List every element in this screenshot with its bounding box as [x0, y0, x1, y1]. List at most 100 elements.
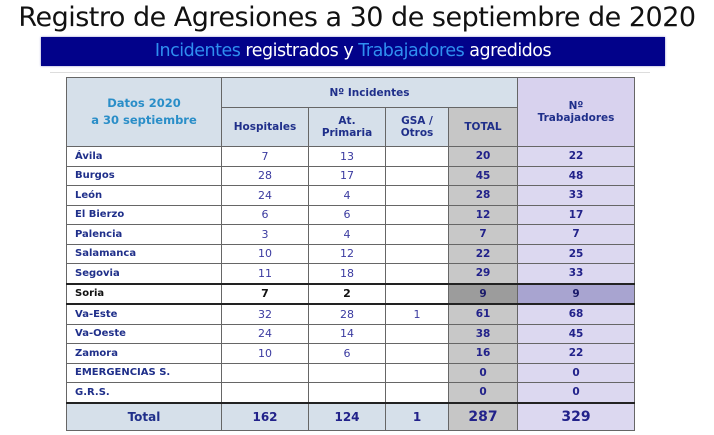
- cell-gsa: [385, 263, 449, 284]
- cell-at-primaria: 28: [308, 303, 386, 325]
- cell-gsa: 1: [385, 303, 449, 325]
- cell-gsa: [385, 146, 449, 167]
- cell-trabajadores: 45: [517, 323, 635, 344]
- cell-trabajadores: 33: [517, 185, 635, 206]
- header-gsa: GSA / Otros: [385, 107, 449, 147]
- banner-trabajadores: Trabajadores: [358, 41, 465, 61]
- total-at-primaria: 124: [308, 401, 386, 431]
- cell-at-primaria: 2: [308, 282, 386, 305]
- header-trab-line1: Nº: [568, 100, 584, 112]
- table-row: León 24 4 28 33: [66, 185, 635, 206]
- total-row: Total 162 124 1 287 329: [66, 401, 635, 431]
- table-row: Zamora 10 6 16 22: [66, 343, 635, 364]
- cell-total: 45: [448, 165, 518, 186]
- cell-gsa: [385, 243, 449, 264]
- banner-text-2: agredidos: [464, 41, 552, 61]
- cell-gsa: [385, 343, 449, 364]
- cell-gsa: [385, 282, 449, 305]
- row-name: León: [66, 185, 222, 206]
- cell-hospitales: 3: [221, 224, 309, 245]
- cell-total: 0: [448, 382, 518, 403]
- cell-trabajadores: 48: [517, 165, 635, 186]
- cell-at-primaria: 4: [308, 185, 386, 206]
- cell-hospitales: 32: [221, 303, 309, 325]
- cell-trabajadores: 22: [517, 146, 635, 167]
- table-row: El Bierzo 6 6 12 17: [66, 204, 635, 225]
- banner-incidentes: Incidentes: [154, 41, 241, 61]
- cell-at-primaria: 12: [308, 243, 386, 264]
- table-row-highlighted: Soria 7 2 9 9: [66, 282, 635, 305]
- header-gsa-line1: GSA /: [401, 115, 433, 127]
- row-name: Palencia: [66, 224, 222, 245]
- total-gsa: 1: [385, 401, 449, 431]
- cell-total: 38: [448, 323, 518, 344]
- row-name: Va-Oeste: [66, 323, 222, 344]
- row-name: Soria: [66, 282, 222, 305]
- row-name: Salamanca: [66, 243, 222, 264]
- cell-at-primaria: 13: [308, 146, 386, 167]
- cell-gsa: [385, 382, 449, 403]
- header-incidentes: Nº Incidentes: [221, 77, 518, 108]
- cell-gsa: [385, 185, 449, 206]
- cell-trabajadores: 17: [517, 204, 635, 225]
- table-row: Burgos 28 17 45 48: [66, 165, 635, 186]
- header-trabajadores: Nº Trabajadores: [517, 77, 635, 147]
- header-datos: Datos 2020 a 30 septiembre: [66, 77, 222, 147]
- row-name: G.R.S.: [66, 382, 222, 403]
- cell-total: 16: [448, 343, 518, 364]
- divider: [50, 72, 650, 73]
- cell-gsa: [385, 362, 449, 383]
- row-name: Burgos: [66, 165, 222, 186]
- cell-hospitales: 6: [221, 204, 309, 225]
- table-row: Ávila 7 13 20 22: [66, 146, 635, 167]
- subtitle-banner: Incidentes registrados y Trabajadores ag…: [41, 37, 665, 66]
- row-name: Ávila: [66, 146, 222, 167]
- row-name: Segovia: [66, 263, 222, 284]
- cell-at-primaria: 6: [308, 343, 386, 364]
- total-hospitales: 162: [221, 401, 309, 431]
- cell-at-primaria: 14: [308, 323, 386, 344]
- cell-trabajadores: 33: [517, 263, 635, 284]
- cell-hospitales: 7: [221, 146, 309, 167]
- cell-at-primaria: 17: [308, 165, 386, 186]
- cell-gsa: [385, 204, 449, 225]
- table-row: Salamanca 10 12 22 25: [66, 243, 635, 264]
- cell-total: 29: [448, 263, 518, 284]
- header-datos-line1: Datos 2020: [107, 96, 181, 110]
- header-trab-line2: Trabajadores: [537, 112, 615, 124]
- cell-hospitales: 10: [221, 243, 309, 264]
- table-row: Va-Este 32 28 1 61 68: [66, 303, 635, 325]
- total-label: Total: [66, 401, 222, 431]
- cell-total: 0: [448, 362, 518, 383]
- header-at-line2: Primaria: [321, 127, 373, 139]
- cell-total: 20: [448, 146, 518, 167]
- cell-trabajadores: 68: [517, 303, 635, 325]
- cell-hospitales: [221, 362, 309, 383]
- cell-at-primaria: 18: [308, 263, 386, 284]
- cell-hospitales: [221, 382, 309, 403]
- table-body: Ávila 7 13 20 22 Burgos 28 17 45 48 León 24 4 28 33 …: [66, 146, 635, 403]
- row-name: El Bierzo: [66, 204, 222, 225]
- cell-hospitales: 24: [221, 185, 309, 206]
- cell-trabajadores: 0: [517, 362, 635, 383]
- cell-total: 61: [448, 303, 518, 325]
- table-row: Segovia 11 18 29 33: [66, 263, 635, 284]
- cell-hospitales: 24: [221, 323, 309, 344]
- cell-total: 12: [448, 204, 518, 225]
- cell-gsa: [385, 165, 449, 186]
- table-footer: Total 162 124 1 287 329: [66, 401, 635, 431]
- header-total: TOTAL: [448, 107, 518, 147]
- table-row: Palencia 3 4 7 7: [66, 224, 635, 245]
- banner-text-1: registrados y: [240, 41, 359, 61]
- cell-trabajadores: 22: [517, 343, 635, 364]
- cell-trabajadores: 25: [517, 243, 635, 264]
- cell-at-primaria: [308, 362, 386, 383]
- cell-hospitales: 7: [221, 282, 309, 305]
- cell-hospitales: 10: [221, 343, 309, 364]
- aggression-table: Datos 2020 a 30 septiembre Nº Incidentes …: [66, 77, 635, 431]
- cell-hospitales: 28: [221, 165, 309, 186]
- cell-gsa: [385, 224, 449, 245]
- cell-gsa: [385, 323, 449, 344]
- table-row: G.R.S. 0 0: [66, 382, 635, 403]
- cell-trabajadores: 0: [517, 382, 635, 403]
